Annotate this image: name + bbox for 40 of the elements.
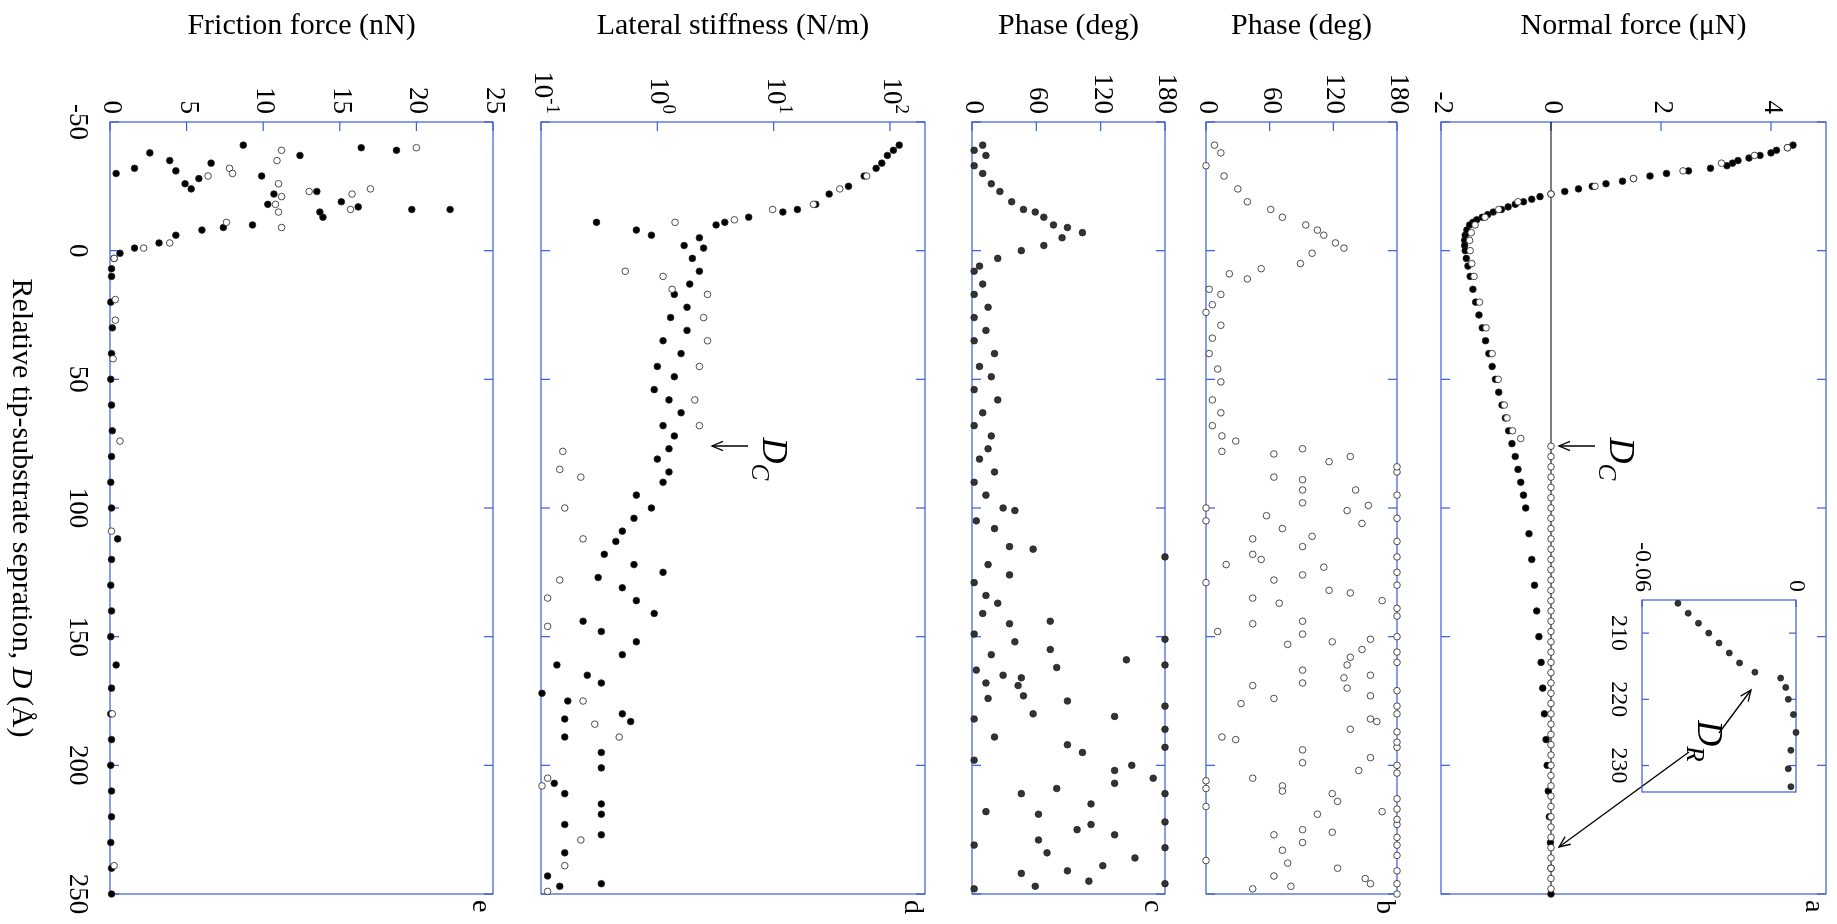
x-tick-label: 5 xyxy=(174,100,205,114)
x-tick-label: -0.06 xyxy=(1631,542,1658,592)
x-tick-label: 0 xyxy=(959,100,990,114)
text: b xyxy=(1370,900,1402,914)
x-tick-label: 120 xyxy=(1088,73,1119,114)
y-tick-label: 0 xyxy=(63,243,94,258)
x-tick-label: 15 xyxy=(327,87,358,114)
x-tick-label: 60 xyxy=(1257,87,1288,114)
text: a xyxy=(1799,900,1831,913)
x-tick-label: 180 xyxy=(1152,73,1183,114)
y-tick-label: 50 xyxy=(63,365,94,393)
y-tick-label: -50 xyxy=(63,104,94,140)
x-tick-label: 20 xyxy=(404,87,435,114)
text: e xyxy=(466,900,498,913)
x-tick-label: 0 xyxy=(1193,100,1224,114)
x-tick-label: 0 xyxy=(1538,100,1569,114)
x-axis-title: Phase (deg) xyxy=(1231,6,1372,41)
y-tick-label: 200 xyxy=(63,745,94,786)
x-tick-label: -2 xyxy=(1428,91,1459,114)
y-tick-label: 250 xyxy=(63,873,94,915)
x-axis-title: Lateral stiffness (N/m) xyxy=(596,6,870,41)
y-tick-label: 150 xyxy=(63,616,94,657)
y-axis-title: Relative tip-substrate sepration, D (Å) xyxy=(6,278,41,738)
x-tick-label: 10 xyxy=(251,87,281,114)
x-tick-label: 2 xyxy=(1648,100,1679,114)
x-tick-label: 0 xyxy=(97,100,128,114)
y-tick-label: 230 xyxy=(1607,747,1634,784)
y-tick-label: 220 xyxy=(1607,681,1634,718)
x-tick-label: 180 xyxy=(1384,73,1415,114)
y-tick-label: 210 xyxy=(1607,615,1634,652)
y-tick-label: 100 xyxy=(63,487,94,529)
x-tick-label: 60 xyxy=(1024,87,1055,114)
x-axis-title: Phase (deg) xyxy=(998,6,1139,41)
text: c xyxy=(1138,900,1170,913)
x-tick-label: 120 xyxy=(1321,73,1352,114)
x-axis-title: Friction force (nN) xyxy=(187,6,416,41)
text: d xyxy=(898,900,930,914)
x-axis-title: Normal force (μN) xyxy=(1520,6,1747,41)
x-tick-label: 25 xyxy=(480,87,511,114)
x-tick-label: 4 xyxy=(1758,100,1789,115)
